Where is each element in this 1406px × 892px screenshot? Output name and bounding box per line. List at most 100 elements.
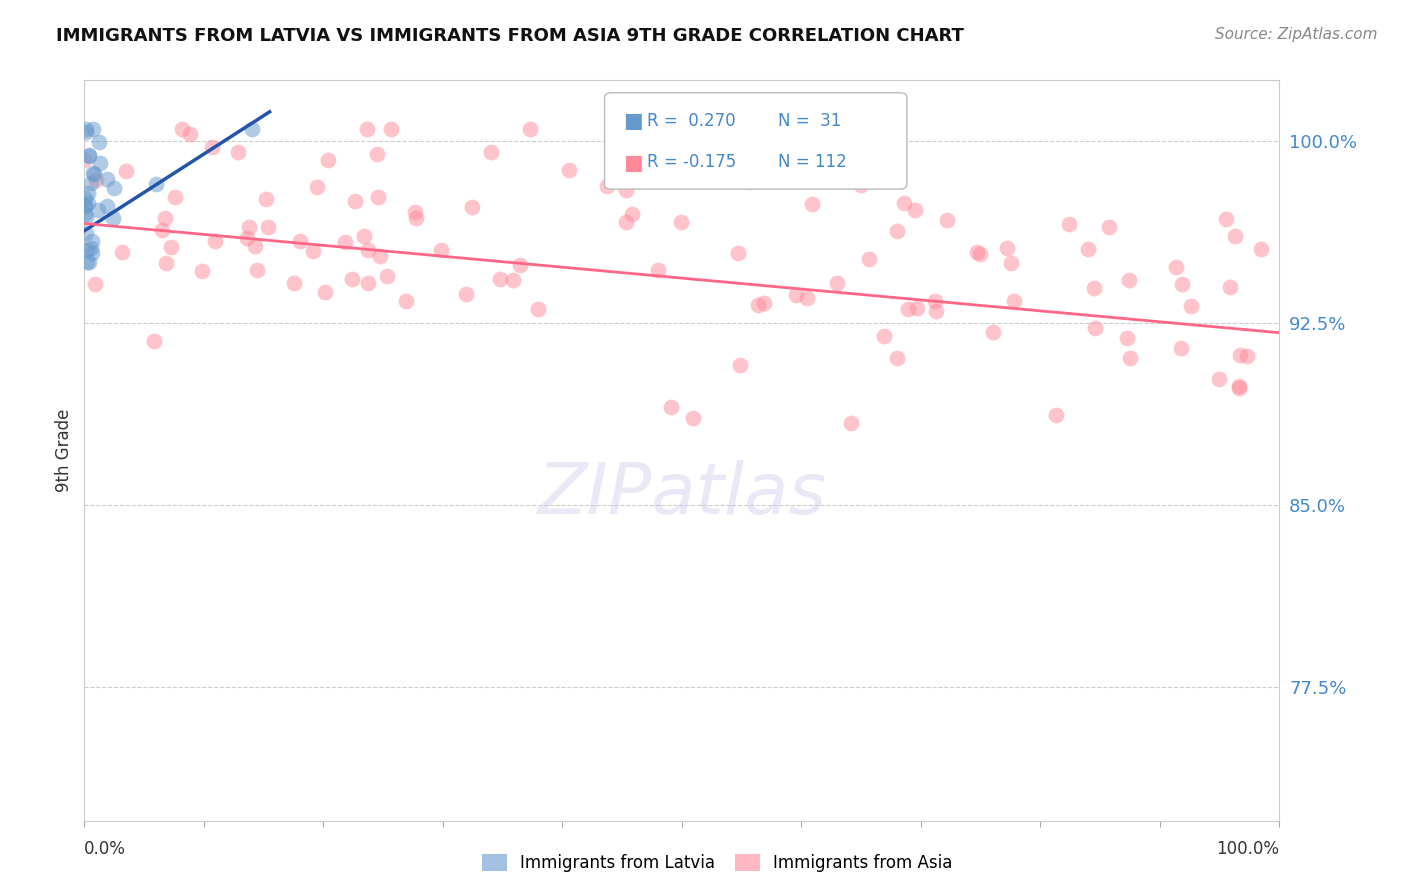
Point [80, 234, 103, 248]
Point [659, 401, 682, 415]
Point [77, 149, 100, 163]
Point [886, 351, 908, 365]
Point [342, 271, 364, 285]
Point [344, 194, 367, 208]
Point [256, 220, 278, 235]
Point [488, 272, 510, 286]
Point [1119, 351, 1142, 365]
Point [357, 243, 380, 257]
Point [430, 243, 453, 257]
Point [596, 179, 619, 194]
Text: N = 112: N = 112 [778, 153, 846, 170]
Point [75, 226, 97, 240]
Point [96, 199, 118, 213]
Point [1116, 331, 1139, 345]
Point [1225, 228, 1247, 243]
Point [77, 255, 100, 269]
Point [558, 163, 581, 178]
Point [89, 156, 111, 170]
Point [1077, 242, 1099, 256]
Point [80, 176, 103, 190]
Point [155, 256, 177, 270]
Point [368, 249, 391, 263]
Y-axis label: 9th Grade: 9th Grade [55, 409, 73, 492]
Point [77, 148, 100, 162]
Text: ■: ■ [623, 112, 643, 131]
Point [375, 269, 398, 284]
Point [160, 240, 183, 254]
Point [82, 166, 104, 180]
Point [1171, 277, 1194, 291]
Point [754, 296, 776, 310]
Point [1002, 294, 1025, 309]
Point [747, 298, 769, 312]
Point [83, 167, 105, 181]
Point [86, 202, 108, 217]
Point [858, 252, 880, 267]
Point [80, 246, 103, 260]
Point [620, 207, 643, 221]
Text: Source: ZipAtlas.com: Source: ZipAtlas.com [1215, 27, 1378, 42]
Point [1098, 219, 1121, 234]
Point [366, 146, 388, 161]
Point [1208, 372, 1230, 386]
Point [893, 196, 915, 211]
Text: N =  31: N = 31 [778, 112, 841, 129]
Point [77, 196, 100, 211]
Point [924, 293, 946, 308]
Point [647, 263, 669, 277]
Legend: Immigrants from Latvia, Immigrants from Asia: Immigrants from Latvia, Immigrants from … [475, 847, 959, 879]
Point [839, 416, 862, 430]
Point [316, 153, 339, 167]
Point [966, 244, 988, 259]
Point [240, 121, 263, 136]
Point [981, 325, 1004, 339]
Point [228, 145, 250, 159]
Text: IMMIGRANTS FROM LATVIA VS IMMIGRANTS FROM ASIA 9TH GRADE CORRELATION CHART: IMMIGRANTS FROM LATVIA VS IMMIGRANTS FRO… [56, 27, 965, 45]
Point [301, 244, 323, 259]
Point [353, 228, 375, 243]
Point [75, 121, 97, 136]
Point [73, 153, 96, 167]
Point [1219, 280, 1241, 294]
Text: R =  0.270: R = 0.270 [647, 112, 735, 129]
Point [356, 121, 378, 136]
Point [191, 264, 214, 278]
Point [509, 258, 531, 272]
Point [143, 334, 166, 348]
Point [1236, 349, 1258, 363]
Point [886, 224, 908, 238]
Point [785, 288, 807, 302]
Point [897, 301, 920, 316]
Point [851, 178, 873, 192]
Point [1250, 243, 1272, 257]
Point [669, 215, 692, 229]
Point [83, 277, 105, 292]
Point [367, 190, 389, 204]
Point [201, 140, 224, 154]
Point [873, 329, 896, 343]
Point [1229, 347, 1251, 361]
Point [502, 272, 524, 286]
Point [461, 200, 484, 214]
Point [101, 211, 124, 225]
Point [73, 199, 96, 213]
Point [796, 291, 818, 305]
Point [246, 263, 269, 277]
Point [1170, 341, 1192, 355]
Point [1000, 256, 1022, 270]
Point [405, 211, 427, 225]
Point [1227, 381, 1250, 395]
Point [454, 287, 477, 301]
Point [145, 177, 167, 191]
Point [357, 276, 380, 290]
Point [172, 121, 194, 136]
Point [236, 231, 259, 245]
Point [238, 220, 260, 235]
Point [87, 135, 110, 149]
Point [73, 207, 96, 221]
Point [254, 192, 277, 206]
Point [163, 190, 186, 204]
Point [825, 277, 848, 291]
Point [738, 175, 761, 189]
